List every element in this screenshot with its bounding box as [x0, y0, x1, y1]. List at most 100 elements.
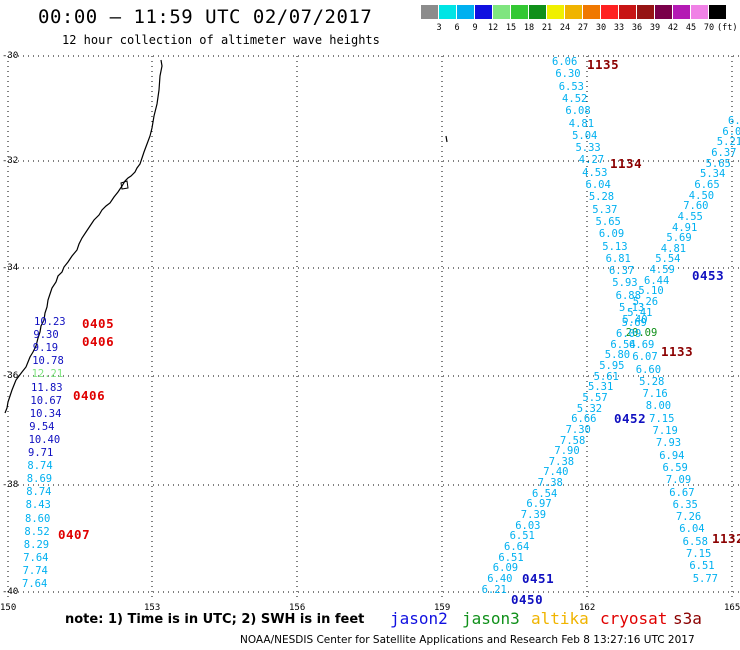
- legend-swatch: [547, 5, 564, 19]
- wave-height-value: 6.03: [722, 125, 740, 138]
- satellite-key-jason3: jason3: [462, 609, 520, 628]
- legend-swatch: [619, 5, 636, 19]
- wave-height-value: 7.30: [565, 423, 591, 436]
- wave-height-value: 6.81: [728, 115, 740, 127]
- wave-height-value: 5.13: [619, 302, 645, 314]
- legend-swatch: [529, 5, 546, 19]
- wave-height-value: 7.16: [642, 388, 668, 401]
- lat-lon-grid: [7, 55, 740, 600]
- legend-swatch: [673, 5, 690, 19]
- wave-height-value: 7.09: [665, 474, 692, 487]
- pass-time-label: 0451: [522, 571, 555, 586]
- pass-time-label: 0407: [58, 527, 91, 542]
- wave-height-value: 6.21: [481, 583, 507, 596]
- wave-height-value: 8.74: [27, 460, 53, 473]
- wave-height-value: 4.52: [562, 92, 588, 105]
- wave-height-value: 6.06: [552, 56, 578, 68]
- wave-height-value: 8.29: [23, 538, 50, 551]
- wave-height-value: 8.52: [24, 525, 50, 538]
- wave-height-value: 5.33: [575, 142, 601, 155]
- wave-height-value: 10.23: [34, 316, 66, 328]
- wave-height-value: 6.51: [509, 530, 535, 543]
- wave-height-value: 5.65: [595, 215, 621, 228]
- wave-height-value: 6.69: [629, 338, 655, 351]
- legend-swatch: [493, 5, 510, 19]
- legend-label: (ft): [717, 23, 738, 33]
- wave-height-value: 6.37: [711, 146, 737, 159]
- wave-height-value: 7.58: [560, 434, 586, 447]
- legend-label: 39: [649, 23, 661, 33]
- pass-time-label: 0452: [614, 411, 647, 426]
- wave-height-value: 6.94: [659, 449, 685, 462]
- wave-height-value: 6.58: [682, 535, 708, 548]
- legend-swatch: [655, 5, 672, 19]
- legend-swatch: [709, 5, 726, 19]
- legend-label: 24: [559, 23, 571, 33]
- wave-height-value: 12.21: [31, 368, 64, 381]
- lon-tick-label: 162: [579, 603, 596, 613]
- pass-time-label: 1133: [661, 344, 694, 359]
- wave-height-value: 9.54: [29, 420, 55, 433]
- wave-height-value: 5.21: [716, 136, 740, 149]
- legend-label: 12: [487, 23, 499, 33]
- wave-height-value: 4.53: [582, 166, 608, 179]
- wave-height-value: 6.59: [662, 461, 688, 474]
- legend-swatch: [583, 5, 600, 19]
- lon-tick-label: 150: [0, 603, 17, 613]
- wave-height-value: 4.91: [672, 221, 698, 234]
- wave-height-value: 6.09: [598, 228, 625, 241]
- wave-height-value: 6.65: [694, 178, 720, 191]
- wave-height-value: 4.50: [688, 189, 715, 202]
- legend-swatch: [457, 5, 474, 19]
- wave-height-value: 5.28: [588, 191, 615, 204]
- wave-height-value: 5.69: [666, 232, 692, 245]
- legend-label: 70: [703, 23, 715, 33]
- legend-label: 27: [577, 23, 589, 33]
- wave-height-value: 5.31: [588, 381, 614, 394]
- wave-height-value: 5.61: [593, 370, 619, 383]
- wave-height-value: 6.44: [644, 274, 670, 287]
- lat-tick-label: -34: [2, 263, 19, 273]
- lon-tick-label: 159: [434, 603, 451, 613]
- satellite-key-jason2: jason2: [390, 609, 448, 628]
- legend-swatch: [439, 5, 456, 19]
- wave-height-value: 7.15: [686, 548, 712, 560]
- lon-tick-label: 165: [724, 603, 740, 613]
- pass-time-label: 1132: [712, 531, 740, 546]
- map-title: 00:00 – 11:59 UTC 02/07/2017: [38, 6, 373, 28]
- coastline-inlet: [120, 180, 129, 190]
- wave-height-value: 6.67: [669, 486, 695, 499]
- wave-height-value: 6.66: [571, 413, 597, 426]
- wave-height-value: 5.80: [604, 349, 631, 362]
- wave-height-value: 6.60: [635, 363, 662, 376]
- wave-height-value: 7.40: [543, 466, 569, 479]
- wave-height-value: 6.37: [608, 265, 635, 278]
- wave-height-value: 20.09: [625, 326, 658, 339]
- legend-label: 3: [436, 23, 442, 33]
- wave-height-value: 6.40: [487, 572, 513, 585]
- lat-tick-label: -36: [2, 371, 19, 381]
- wave-height-value: 5.41: [627, 306, 653, 319]
- wave-height-value: 5.65: [705, 157, 731, 170]
- wave-height-value: 5.54: [655, 253, 681, 266]
- pass-time-label: 0453: [692, 268, 725, 283]
- legend-swatch: [691, 5, 708, 19]
- lat-tick-label: -30: [2, 51, 19, 61]
- wave-height-value: 6.09: [616, 328, 642, 340]
- wave-height-value: 5.77: [692, 572, 718, 585]
- wave-height-value: 4.59: [649, 264, 675, 277]
- wave-height-value: 7.26: [675, 511, 702, 524]
- pass-time-label: 0406: [82, 334, 115, 349]
- legend-label: 45: [685, 23, 697, 33]
- legend-swatch: [475, 5, 492, 19]
- credit-line: NOAA/NESDIS Center for Satellite Applica…: [240, 634, 695, 646]
- lat-tick-label: -38: [2, 480, 19, 490]
- wave-height-value: 7.90: [554, 445, 580, 458]
- wave-height-value: 5.28: [639, 375, 665, 388]
- wave-height-value: 6.51: [498, 551, 524, 564]
- wave-height-value: 7.64: [23, 551, 49, 564]
- wave-height-value: 6.54: [610, 338, 636, 351]
- wave-height-value: 6.04: [585, 179, 611, 191]
- wave-height-value: 6.30: [555, 68, 581, 81]
- wave-height-value: 6.08: [565, 105, 591, 118]
